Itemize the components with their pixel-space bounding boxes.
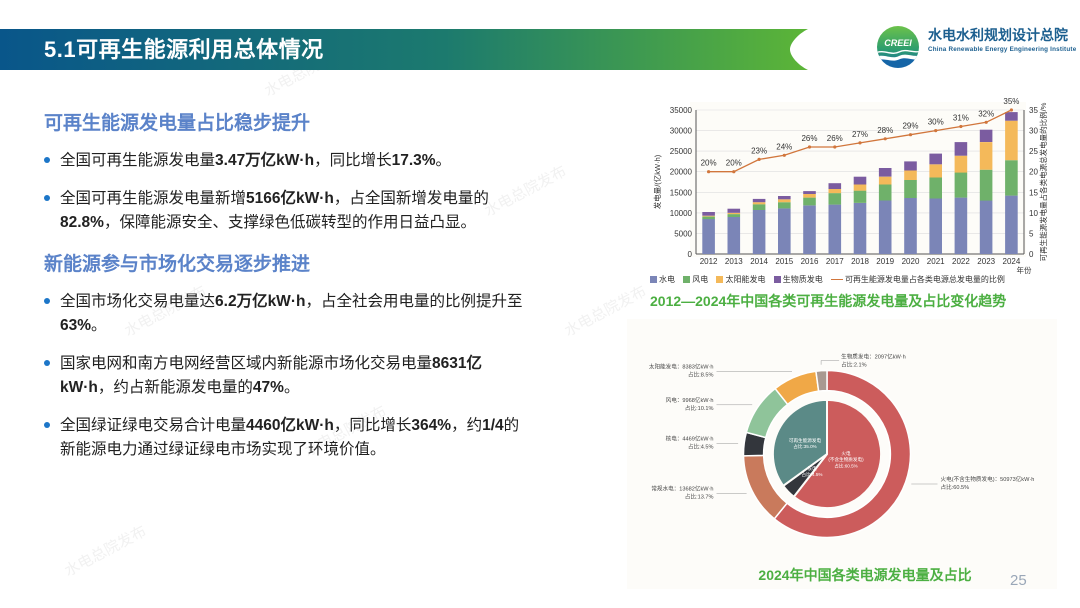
- svg-text:20000: 20000: [670, 168, 693, 177]
- svg-text:生物质发电：2097亿kW·h: 生物质发电：2097亿kW·h: [841, 353, 906, 361]
- svg-text:0: 0: [688, 250, 693, 259]
- svg-text:占比:8.5%: 占比:8.5%: [688, 371, 714, 379]
- svg-text:30000: 30000: [670, 127, 693, 136]
- svg-text:占比:35.0%: 占比:35.0%: [793, 443, 817, 450]
- svg-text:太阳能发电：8383亿kW·h: 太阳能发电：8383亿kW·h: [649, 363, 714, 371]
- svg-text:27%: 27%: [852, 130, 868, 139]
- svg-text:20: 20: [1029, 168, 1038, 177]
- svg-text:5000: 5000: [674, 229, 692, 238]
- svg-text:30: 30: [1029, 127, 1038, 136]
- svg-text:31%: 31%: [953, 114, 969, 123]
- svg-text:2022: 2022: [952, 257, 970, 266]
- svg-text:占比:2.1%: 占比:2.1%: [841, 361, 867, 369]
- svg-text:2012: 2012: [700, 257, 718, 266]
- svg-text:10: 10: [1029, 209, 1038, 218]
- svg-text:2019: 2019: [876, 257, 894, 266]
- svg-text:20%: 20%: [701, 159, 717, 168]
- svg-text:核电: 核电: [807, 465, 817, 472]
- svg-text:可再生能源发电量占各类电源总发电量的比例/%: 可再生能源发电量占各类电源总发电量的比例/%: [1038, 102, 1048, 261]
- svg-text:常规水电：13682亿kW·h: 常规水电：13682亿kW·h: [651, 484, 713, 492]
- svg-text:2014: 2014: [750, 257, 768, 266]
- svg-text:占比:60.5%: 占比:60.5%: [834, 462, 858, 469]
- svg-text:占比:13.7%: 占比:13.7%: [685, 492, 714, 500]
- svg-text:2017: 2017: [826, 257, 844, 266]
- svg-text:5: 5: [1029, 229, 1034, 238]
- svg-text:24%: 24%: [776, 142, 792, 151]
- svg-text:0: 0: [1029, 250, 1034, 259]
- svg-text:35%: 35%: [1003, 97, 1019, 106]
- svg-text:2021: 2021: [927, 257, 945, 266]
- svg-text:占比:4.5%: 占比:4.5%: [688, 442, 714, 450]
- svg-text:2015: 2015: [775, 257, 793, 266]
- svg-text:可再生能源发电: 可再生能源发电: [789, 437, 822, 444]
- svg-text:(不含生物质发电): (不含生物质发电): [828, 456, 864, 463]
- svg-text:25000: 25000: [670, 147, 693, 156]
- svg-text:核电：4469亿kW·h: 核电：4469亿kW·h: [666, 434, 714, 442]
- svg-text:23%: 23%: [751, 146, 767, 155]
- svg-text:2016: 2016: [801, 257, 819, 266]
- svg-text:30%: 30%: [928, 118, 944, 127]
- svg-text:火电: 火电: [841, 450, 851, 456]
- svg-text:火电(不含生物质发电)：50973亿kW·h: 火电(不含生物质发电)：50973亿kW·h: [941, 475, 1035, 483]
- svg-text:35000: 35000: [670, 106, 693, 115]
- svg-text:占比:10.1%: 占比:10.1%: [685, 404, 714, 412]
- svg-text:2013: 2013: [725, 257, 743, 266]
- svg-text:发电量/(亿kW·h): 发电量/(亿kW·h): [652, 154, 662, 209]
- svg-text:35: 35: [1029, 106, 1038, 115]
- svg-text:占比:60.5%: 占比:60.5%: [941, 483, 970, 491]
- svg-text:风电：9968亿kW·h: 风电：9968亿kW·h: [666, 396, 714, 404]
- svg-text:2023: 2023: [977, 257, 995, 266]
- svg-text:26%: 26%: [801, 134, 817, 143]
- svg-text:25: 25: [1029, 147, 1038, 156]
- svg-text:10000: 10000: [670, 209, 693, 218]
- svg-text:20%: 20%: [726, 159, 742, 168]
- svg-text:15: 15: [1029, 188, 1038, 197]
- svg-text:占比:4.5%: 占比:4.5%: [802, 471, 823, 478]
- svg-text:2024: 2024: [1003, 257, 1021, 266]
- svg-text:2018: 2018: [851, 257, 869, 266]
- svg-text:CREEI: CREEI: [884, 38, 912, 48]
- svg-text:29%: 29%: [902, 122, 918, 131]
- svg-text:2020: 2020: [902, 257, 920, 266]
- svg-text:28%: 28%: [877, 126, 893, 135]
- svg-text:26%: 26%: [827, 134, 843, 143]
- svg-text:32%: 32%: [978, 109, 994, 118]
- svg-text:15000: 15000: [670, 188, 693, 197]
